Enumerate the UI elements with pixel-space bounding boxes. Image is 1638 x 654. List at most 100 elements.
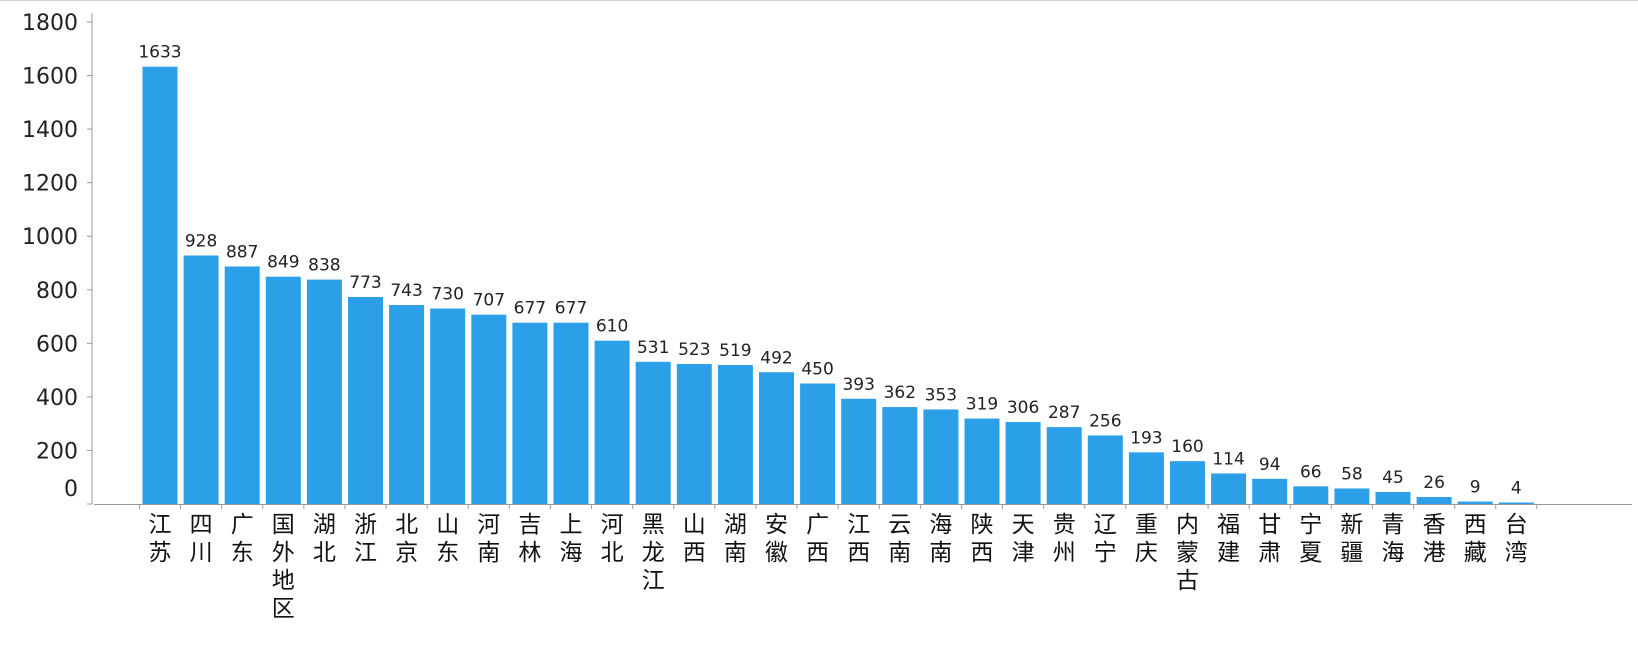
x-category-label: 广西 — [806, 512, 829, 566]
y-axis-ticks: 0 200 400 600 800 1000 1200 1400 1600 1800 — [22, 11, 92, 505]
y-tick-label: 1000 — [22, 225, 78, 250]
bar — [1416, 497, 1452, 504]
y-tick-label: 1200 — [22, 172, 78, 197]
x-category-label: 贵州 — [1053, 512, 1076, 566]
bar — [1005, 422, 1041, 504]
bar-value-label: 9 — [1470, 478, 1481, 498]
x-category-label: 香港 — [1423, 512, 1446, 566]
bar-value-label: 523 — [678, 340, 710, 360]
x-category-label: 新疆 — [1340, 512, 1363, 566]
x-category-label: 河北 — [601, 512, 624, 566]
bar — [759, 372, 794, 504]
bar-value-label: 94 — [1259, 455, 1281, 475]
bar — [1128, 452, 1164, 504]
x-category-label: 湖南 — [724, 512, 747, 566]
bar — [512, 322, 548, 504]
bar-value-label: 353 — [925, 385, 957, 405]
bar — [265, 276, 301, 504]
bar-value-label: 743 — [390, 281, 422, 301]
bar-value-label: 256 — [1089, 411, 1121, 431]
bar — [676, 363, 712, 504]
bar-value-label: 58 — [1341, 464, 1363, 484]
bar — [1498, 502, 1534, 504]
y-tick-label: 1600 — [22, 65, 78, 90]
bar-value-label: 393 — [842, 375, 874, 395]
bar — [841, 398, 877, 504]
x-category-label: 海南 — [929, 512, 952, 566]
x-category-label: 云南 — [888, 512, 911, 566]
bar — [1457, 501, 1493, 504]
bar-value-label: 287 — [1048, 403, 1080, 423]
bar-value-label: 677 — [555, 299, 587, 319]
bar — [964, 418, 1000, 504]
x-category-label: 内蒙古 — [1176, 512, 1199, 594]
x-category-label: 湖北 — [313, 512, 336, 566]
bar — [553, 322, 589, 504]
bar — [306, 279, 342, 504]
bar-value-label: 707 — [473, 291, 505, 311]
y-tick-label: 200 — [36, 439, 78, 464]
bar-value-label: 26 — [1423, 473, 1445, 493]
bar — [183, 255, 219, 504]
bar-value-label: 114 — [1212, 449, 1244, 469]
bar — [1087, 435, 1123, 504]
x-category-label: 江苏 — [149, 512, 172, 566]
bar — [923, 409, 959, 504]
bar — [635, 361, 671, 504]
x-category-label: 国外地区 — [272, 512, 295, 622]
value-labels-group: 1633 928 887 849 838 773 743 730 707 677 677 610 531… — [138, 43, 1521, 499]
bar-value-label: 838 — [308, 256, 340, 276]
bar-value-label: 450 — [801, 360, 833, 380]
x-category-label: 重庆 — [1135, 512, 1158, 566]
bar-value-label: 519 — [719, 341, 751, 361]
x-category-label: 上海 — [560, 512, 583, 566]
y-tick-label: 0 — [64, 477, 78, 502]
bar-value-label: 160 — [1171, 437, 1203, 457]
bar-value-label: 1633 — [138, 43, 181, 63]
bar — [471, 314, 507, 504]
y-tick-label: 600 — [36, 332, 78, 357]
bar-value-label: 531 — [637, 338, 669, 358]
bar-value-label: 66 — [1300, 462, 1322, 482]
bar — [1293, 486, 1329, 504]
x-category-label: 黑龙江 — [642, 512, 665, 594]
bars-group — [142, 66, 1534, 505]
bar — [224, 266, 260, 504]
x-axis-ticks: 江苏四川广东国外地区湖北浙江北京山东河南吉林上海河北黑龙江山西湖南安徽广西江西云… — [138, 504, 1538, 622]
x-category-label: 安徽 — [765, 512, 788, 566]
bar — [142, 66, 178, 505]
bar — [717, 365, 753, 504]
x-category-label: 浙江 — [354, 512, 377, 566]
bar-value-label: 928 — [185, 232, 217, 252]
bar — [594, 340, 630, 504]
x-category-label: 河南 — [477, 512, 500, 566]
bar — [1334, 488, 1370, 504]
x-category-label: 福建 — [1217, 512, 1240, 566]
bar-value-label: 306 — [1007, 398, 1039, 418]
bar-value-label: 45 — [1382, 468, 1404, 488]
y-tick-label: 1800 — [22, 11, 78, 36]
bar — [800, 383, 836, 504]
bar — [348, 297, 383, 504]
x-category-label: 台湾 — [1505, 512, 1528, 566]
bar — [389, 305, 425, 504]
bar-value-label: 610 — [596, 317, 628, 337]
bar-value-label: 492 — [760, 348, 792, 368]
x-category-label: 天津 — [1012, 512, 1035, 566]
bar — [1170, 461, 1205, 504]
x-category-label: 辽宁 — [1094, 512, 1117, 566]
bar-value-label: 193 — [1130, 428, 1162, 448]
x-category-label: 宁夏 — [1299, 512, 1322, 566]
x-category-label: 西藏 — [1464, 512, 1487, 566]
bar-value-label: 677 — [514, 299, 546, 319]
y-tick-label: 1400 — [22, 118, 78, 143]
x-category-label: 陕西 — [971, 512, 994, 566]
x-category-label: 青海 — [1382, 512, 1405, 566]
y-tick-label: 800 — [36, 279, 78, 304]
x-category-label: 四川 — [190, 512, 213, 566]
x-category-label: 山东 — [436, 512, 459, 566]
x-category-label: 北京 — [395, 512, 418, 566]
y-tick-label: 400 — [36, 386, 78, 411]
